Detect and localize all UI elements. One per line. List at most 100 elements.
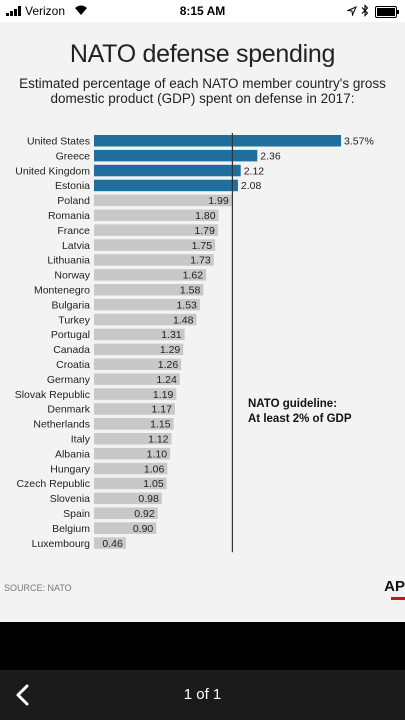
chart-bar bbox=[94, 209, 219, 221]
category-label: Montenegro bbox=[34, 285, 90, 297]
chart-bar bbox=[94, 447, 171, 460]
chart-bar bbox=[94, 164, 241, 177]
ap-logo: AP bbox=[384, 578, 405, 595]
chart-bar bbox=[94, 239, 216, 251]
category-label: Italy bbox=[71, 434, 91, 446]
value-label: 1.48 bbox=[173, 314, 194, 326]
location-arrow-icon bbox=[347, 6, 357, 16]
chart-bar bbox=[94, 358, 182, 370]
chart-bar bbox=[94, 388, 177, 400]
chart-bar bbox=[94, 179, 238, 192]
chart-bar bbox=[94, 507, 158, 519]
status-bar: Verizon 8:15 AM bbox=[0, 0, 405, 22]
category-label: Denmark bbox=[47, 404, 90, 416]
chevron-left-icon[interactable] bbox=[10, 682, 36, 708]
battery-icon bbox=[375, 6, 399, 18]
value-label: 1.80 bbox=[195, 210, 216, 222]
subtitle-line-1: Estimated percentage of each NATO member… bbox=[19, 76, 386, 91]
category-label: France bbox=[57, 225, 90, 237]
category-label: Germany bbox=[47, 374, 91, 386]
value-label: 0.98 bbox=[138, 493, 159, 505]
chart-bar bbox=[94, 403, 175, 415]
chart-bar bbox=[94, 284, 204, 296]
chart-bar bbox=[94, 224, 218, 236]
chart-bar bbox=[94, 135, 342, 147]
value-label: 1.26 bbox=[158, 359, 179, 371]
value-label: 1.53 bbox=[176, 299, 197, 311]
bottom-toolbar: 1 of 1 bbox=[0, 670, 405, 720]
bluetooth-icon bbox=[361, 4, 369, 17]
chart-bar bbox=[94, 477, 167, 490]
infographic-image: NATO defense spending Estimated percenta… bbox=[0, 22, 405, 622]
chart-bar bbox=[94, 522, 157, 534]
chart-bar bbox=[94, 254, 214, 266]
value-label: 1.24 bbox=[156, 374, 177, 386]
category-label: Turkey bbox=[58, 314, 90, 326]
category-label: Romania bbox=[48, 210, 90, 222]
category-label: Greece bbox=[56, 150, 91, 162]
value-label: 1.75 bbox=[192, 240, 213, 252]
ap-logo-underline bbox=[391, 597, 405, 600]
category-label: Lithuania bbox=[47, 255, 90, 267]
chart-bar bbox=[94, 298, 200, 311]
category-label: Slovak Republic bbox=[15, 389, 90, 401]
category-label: Hungary bbox=[50, 463, 90, 475]
value-label: 1.17 bbox=[152, 404, 173, 416]
signal-bars-icon bbox=[6, 6, 22, 16]
value-label: 0.46 bbox=[102, 538, 123, 550]
bar-chart: United States 3.57% Greece 2.36 United Kingd… bbox=[15, 133, 374, 553]
wifi-icon bbox=[75, 5, 87, 15]
category-label: Latvia bbox=[62, 240, 90, 252]
category-label: Estonia bbox=[55, 180, 90, 192]
value-label: 3.57% bbox=[344, 136, 374, 148]
value-label: 1.12 bbox=[148, 434, 169, 446]
category-label: Netherlands bbox=[33, 419, 90, 431]
chart-bar bbox=[94, 537, 126, 549]
value-label: 1.58 bbox=[180, 285, 201, 297]
value-label: 2.08 bbox=[241, 180, 262, 192]
category-label: Luxembourg bbox=[32, 538, 91, 550]
category-label: Bulgaria bbox=[51, 299, 90, 311]
value-label: 1.62 bbox=[183, 270, 204, 282]
subtitle-line-2: domestic product (GDP) spent on defense … bbox=[50, 91, 355, 106]
guideline-label: NATO guideline: bbox=[248, 398, 338, 410]
chart-bar bbox=[94, 343, 184, 356]
chart-bar bbox=[94, 194, 232, 207]
guideline-annotation: NATO guideline: At least 2% of GDP bbox=[248, 397, 352, 427]
value-label: 1.06 bbox=[144, 463, 165, 475]
category-label: United Kingdom bbox=[15, 165, 90, 177]
value-label: 2.36 bbox=[260, 150, 281, 162]
status-time: 8:15 AM bbox=[179, 4, 226, 18]
category-label: Slovenia bbox=[50, 493, 90, 505]
category-label: Spain bbox=[63, 508, 90, 520]
infographic-subtitle: Estimated percentage of each NATO member… bbox=[14, 76, 391, 106]
chart-bar bbox=[94, 492, 162, 505]
value-label: 0.92 bbox=[134, 508, 155, 520]
chart-bar bbox=[94, 462, 168, 475]
chart-bar bbox=[94, 269, 207, 281]
category-label: Belgium bbox=[52, 523, 90, 535]
chart-bar bbox=[94, 328, 185, 341]
category-label: Poland bbox=[57, 195, 90, 207]
page-indicator: 1 of 1 bbox=[183, 686, 222, 703]
value-label: 0.90 bbox=[133, 523, 154, 535]
guideline-text: At least 2% of GDP bbox=[248, 413, 352, 425]
category-label: Norway bbox=[54, 270, 90, 282]
category-label: Albania bbox=[55, 448, 90, 460]
value-label: 1.19 bbox=[153, 389, 174, 401]
chart-bar bbox=[94, 418, 174, 430]
category-label: Czech Republic bbox=[16, 478, 90, 490]
chart-bar bbox=[94, 313, 197, 326]
value-label: 1.29 bbox=[160, 344, 181, 356]
chart-bar bbox=[94, 373, 180, 385]
value-label: 1.10 bbox=[147, 448, 168, 460]
chart-bar bbox=[94, 149, 258, 162]
value-label: 1.31 bbox=[161, 329, 182, 341]
infographic-title: NATO defense spending bbox=[69, 40, 336, 68]
value-label: 1.05 bbox=[143, 478, 164, 490]
value-label: 1.73 bbox=[190, 255, 211, 267]
category-label: Portugal bbox=[51, 329, 90, 341]
category-label: Canada bbox=[53, 344, 90, 356]
value-label: 1.99 bbox=[208, 195, 229, 207]
value-label: 1.15 bbox=[150, 419, 171, 431]
